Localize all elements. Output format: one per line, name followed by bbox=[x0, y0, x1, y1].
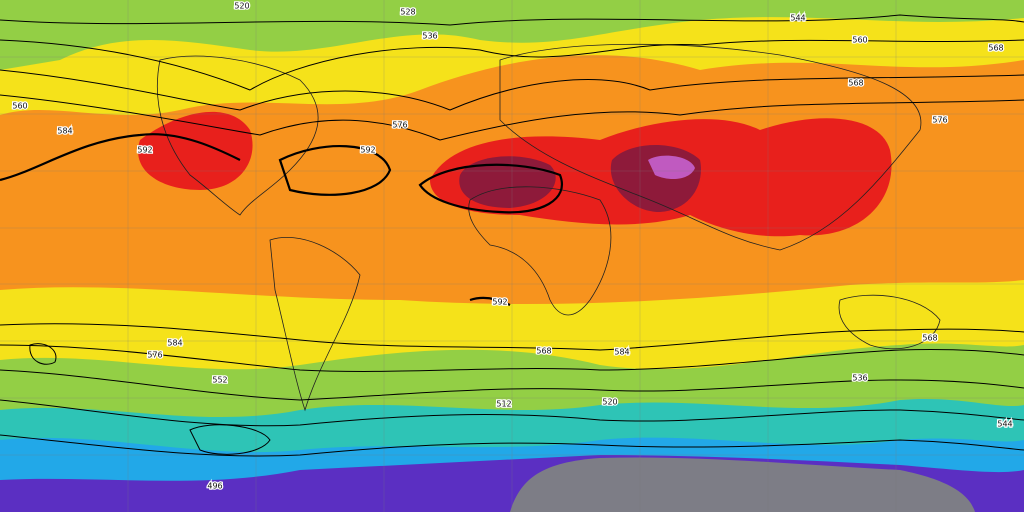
contours bbox=[0, 14, 1024, 457]
contour-label: 592 bbox=[492, 298, 507, 307]
contour-label: 576 bbox=[932, 116, 947, 125]
contour-label: 528 bbox=[400, 8, 415, 17]
heat-core bbox=[459, 156, 556, 208]
contour-label: 568 bbox=[848, 79, 863, 88]
contour-label: 520 bbox=[602, 398, 617, 407]
contour-label: 576 bbox=[147, 351, 162, 360]
contour-labels: 528 536 520 544 560 568 576 584 592 592 … bbox=[11, 0, 1014, 492]
contour-label: 544 bbox=[790, 14, 805, 23]
heat-peak bbox=[648, 155, 695, 180]
contour-label: 568 bbox=[922, 334, 937, 343]
contour-label: 584 bbox=[167, 339, 182, 348]
contour-label: 592 bbox=[137, 146, 152, 155]
contour-label: 512 bbox=[496, 400, 511, 409]
contour-label: 568 bbox=[988, 44, 1003, 53]
contour-label: 496 bbox=[207, 482, 222, 491]
contour-label: 560 bbox=[852, 36, 867, 45]
contour-label: 560 bbox=[12, 102, 27, 111]
heat-blob bbox=[138, 111, 253, 190]
contour-label: 568 bbox=[536, 347, 551, 356]
band-grey bbox=[510, 457, 975, 512]
contour-label: 536 bbox=[852, 374, 867, 383]
contour-label: 592 bbox=[360, 146, 375, 155]
contour-label: 576 bbox=[392, 121, 407, 130]
contour-label: 544 bbox=[997, 420, 1012, 429]
contour-label: 520 bbox=[234, 2, 249, 11]
coastlines bbox=[156, 43, 941, 412]
contour-label: 584 bbox=[57, 127, 72, 136]
contour-label: 536 bbox=[422, 32, 437, 41]
contour-label: 584 bbox=[614, 348, 629, 357]
contour-label: 552 bbox=[212, 376, 227, 385]
